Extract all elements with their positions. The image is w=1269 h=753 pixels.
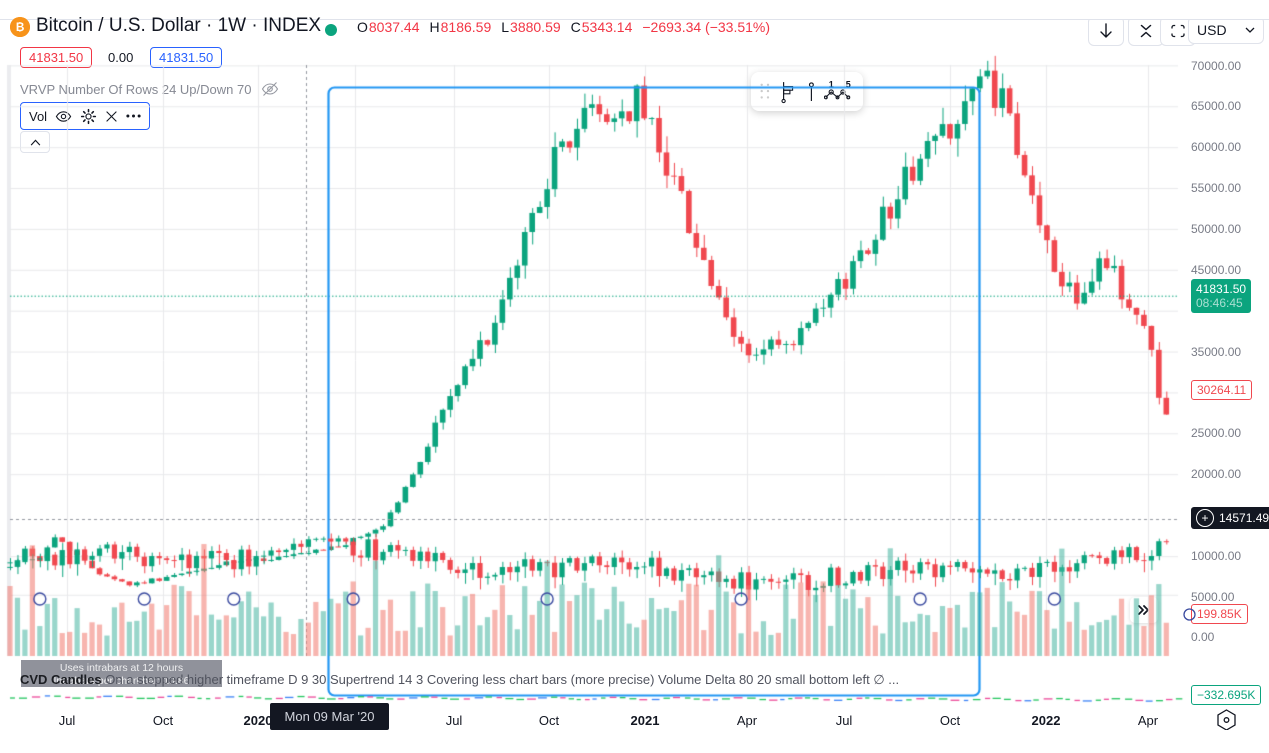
svg-text:B: B xyxy=(16,20,25,34)
